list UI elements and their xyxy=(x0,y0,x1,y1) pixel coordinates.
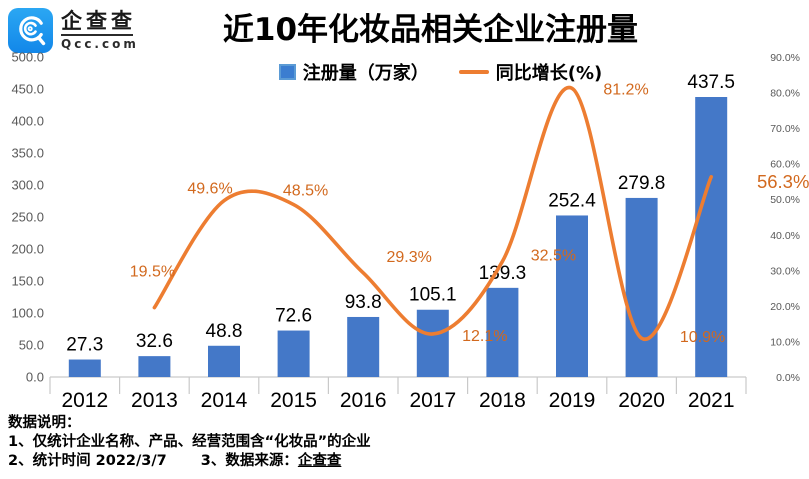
qcc-logo-domain: Qcc.com xyxy=(61,37,139,51)
chart-title: 近10年化妆品相关企业注册量 xyxy=(222,12,639,48)
footnote-source-prefix: 3、数据来源： xyxy=(200,453,298,469)
bar-value-label: 72.6 xyxy=(275,306,312,327)
line-value-label: 48.5% xyxy=(283,183,328,200)
right-axis-tick-label: 70.0% xyxy=(770,123,800,135)
chart-legend: 注册量（万家） 同比增长(%) xyxy=(36,59,809,85)
right-axis-tick-label: 0.0% xyxy=(776,372,800,384)
qcc-logo-name: 企查查 xyxy=(61,9,136,33)
bar-value-label: 27.3 xyxy=(66,335,103,356)
right-axis-tick-label: 40.0% xyxy=(770,230,800,242)
x-category-label: 2021 xyxy=(688,389,735,412)
right-axis-tick-label: 80.0% xyxy=(770,88,800,100)
left-axis-tick-label: 350.0 xyxy=(11,146,44,161)
bar-value-label: 252.4 xyxy=(548,190,596,211)
left-axis-tick-label: 400.0 xyxy=(11,114,44,129)
footnote-source-link: 企查查 xyxy=(297,453,342,469)
bar xyxy=(486,287,519,377)
qcc-logo: 企查查 Qcc.com xyxy=(8,8,139,53)
bar-series-swatch-icon xyxy=(278,64,296,80)
left-axis-tick-label: 150.0 xyxy=(11,274,44,289)
line-value-label: 29.3% xyxy=(387,249,432,266)
legend-item-bars: 注册量（万家） xyxy=(278,59,429,85)
bar xyxy=(695,97,728,377)
bar xyxy=(416,309,449,377)
x-category-label: 2018 xyxy=(479,389,526,412)
line-value-label: 49.6% xyxy=(187,181,232,198)
right-axis-tick-label: 10.0% xyxy=(770,336,800,348)
bar-value-label: 139.3 xyxy=(479,263,527,284)
bar xyxy=(208,345,240,377)
x-category-label: 2019 xyxy=(549,389,596,412)
right-axis-tick-label: 60.0% xyxy=(770,159,800,171)
line-value-label: 81.2% xyxy=(603,81,648,98)
bar xyxy=(625,197,658,377)
x-category-label: 2017 xyxy=(409,389,456,412)
left-axis-tick-label: 200.0 xyxy=(11,242,44,257)
bar xyxy=(347,316,380,377)
bar-value-label: 48.8 xyxy=(206,321,243,342)
footnote-stat-date: 2、统计时间 2022/3/7 xyxy=(8,453,167,469)
right-axis-tick-label: 20.0% xyxy=(770,301,800,313)
left-axis-tick-label: 50.0 xyxy=(19,338,44,353)
bar-value-label: 93.8 xyxy=(345,292,382,313)
growth-line xyxy=(152,85,713,341)
legend-line-label: 同比增长(%) xyxy=(495,63,603,84)
line-value-label: 12.1% xyxy=(462,328,507,345)
left-axis-tick-label: 0.0 xyxy=(26,370,44,385)
footnote-line2: 2、统计时间 2022/3/7 3、数据来源：企查查 xyxy=(8,452,768,471)
bar-value-label: 279.8 xyxy=(618,173,666,194)
x-category-label: 2016 xyxy=(340,389,387,412)
x-category-label: 2020 xyxy=(618,389,665,412)
footnotes: 数据说明： 1、仅统计企业名称、产品、经营范围含“化妆品”的企业 2、统计时间 … xyxy=(8,414,768,471)
line-value-label: 32.5% xyxy=(531,247,576,264)
bar xyxy=(138,356,171,377)
qcc-logo-text: 企查查 Qcc.com xyxy=(61,10,139,51)
magnifier-q-icon xyxy=(18,15,45,45)
chart-svg: 500.0 450.0 400.0 350.0 300.0 250.0 200.0 150.0… xyxy=(11,50,809,412)
left-axis-tick-label: 500.0 xyxy=(11,50,44,65)
left-axis-tick-label: 100.0 xyxy=(11,306,44,321)
line-series-swatch-icon xyxy=(458,70,489,74)
bar-value-label: 32.6 xyxy=(136,331,173,352)
x-category-label: 2014 xyxy=(201,389,248,412)
footnote-line1: 1、仅统计企业名称、产品、经营范围含“化妆品”的企业 xyxy=(8,434,371,450)
right-axis-tick-label: 50.0% xyxy=(770,194,800,206)
legend-bars-label: 注册量（万家） xyxy=(302,63,429,84)
line-value-label: 10.9% xyxy=(680,329,725,346)
x-category-label: 2015 xyxy=(270,389,317,412)
left-axis-tick-label: 250.0 xyxy=(11,210,44,225)
bar xyxy=(277,330,310,377)
right-axis-tick-label: 30.0% xyxy=(770,265,800,277)
bar xyxy=(556,215,588,377)
bar-value-label: 105.1 xyxy=(409,285,457,306)
qcc-logo-rule xyxy=(61,34,133,36)
bar-value-label: 437.5 xyxy=(687,72,735,93)
line-value-label: 56.3% xyxy=(757,171,809,192)
x-category-label: 2013 xyxy=(131,389,178,412)
left-axis-tick-label: 300.0 xyxy=(11,178,44,193)
legend-item-line: 同比增长(%) xyxy=(458,59,603,85)
line-value-label: 19.5% xyxy=(130,264,175,281)
left-axis-tick-label: 450.0 xyxy=(11,82,44,97)
footnote-heading: 数据说明： xyxy=(8,415,81,431)
x-category-label: 2012 xyxy=(61,389,108,412)
right-axis-tick-label: 90.0% xyxy=(770,52,800,64)
qcc-logo-badge xyxy=(8,8,53,53)
bar xyxy=(68,359,101,377)
